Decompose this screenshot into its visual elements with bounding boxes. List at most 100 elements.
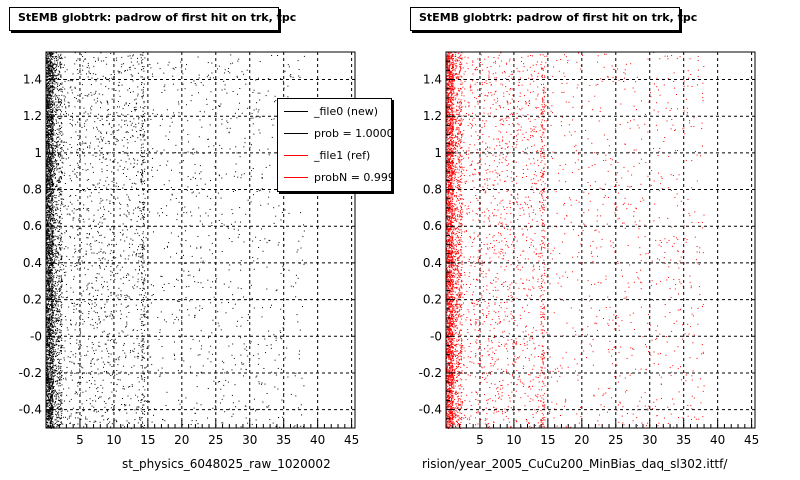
data-point <box>57 420 59 422</box>
data-point <box>118 72 120 74</box>
data-point <box>127 295 129 297</box>
data-point <box>51 381 53 383</box>
data-point <box>49 298 51 300</box>
data-point <box>81 127 83 128</box>
data-point <box>76 162 78 164</box>
data-point <box>142 394 144 396</box>
data-point <box>139 201 141 202</box>
data-point <box>56 180 58 182</box>
data-point <box>50 269 52 271</box>
data-point <box>55 255 57 257</box>
data-point <box>49 214 51 216</box>
data-point <box>98 319 100 321</box>
data-point <box>143 86 145 88</box>
data-point <box>115 57 117 59</box>
data-point <box>48 417 50 419</box>
data-point <box>129 178 131 180</box>
data-point <box>48 86 50 88</box>
data-point <box>52 220 54 222</box>
data-point <box>51 293 53 295</box>
data-point <box>49 282 51 284</box>
data-point <box>54 153 56 155</box>
data-point <box>46 393 48 395</box>
data-point <box>49 153 51 155</box>
data-point <box>49 183 51 185</box>
data-point <box>48 375 50 377</box>
data-point <box>81 403 83 405</box>
data-point <box>52 287 54 289</box>
data-point <box>110 311 112 313</box>
data-point <box>134 284 136 286</box>
data-point <box>54 295 56 297</box>
data-point <box>51 260 53 262</box>
data-point <box>53 190 55 192</box>
data-point <box>50 247 52 249</box>
data-point <box>49 182 51 184</box>
data-point <box>59 290 61 292</box>
data-point <box>46 367 48 369</box>
data-point <box>86 73 87 75</box>
data-point <box>48 415 50 417</box>
data-point <box>96 273 98 275</box>
data-point <box>71 80 73 82</box>
data-point <box>58 90 59 92</box>
data-point <box>126 153 128 155</box>
data-point <box>52 161 54 163</box>
data-point <box>135 207 136 209</box>
data-point <box>93 65 95 67</box>
data-point <box>144 180 146 182</box>
data-point <box>49 53 51 54</box>
data-point <box>49 164 51 166</box>
data-point <box>61 157 63 159</box>
data-point <box>80 311 82 313</box>
data-point <box>135 229 137 231</box>
data-point <box>51 64 53 66</box>
data-point <box>76 393 78 395</box>
data-point <box>63 175 65 176</box>
data-point <box>58 377 60 379</box>
data-point <box>46 356 48 358</box>
data-point <box>59 144 61 145</box>
data-point <box>54 260 55 262</box>
data-point <box>48 266 50 268</box>
data-point <box>112 256 114 258</box>
data-point <box>120 72 122 74</box>
data-point <box>48 129 50 131</box>
data-point <box>50 297 52 299</box>
data-point <box>75 322 77 324</box>
data-point <box>48 224 50 225</box>
data-point <box>58 73 60 75</box>
data-point <box>75 308 77 310</box>
data-point <box>53 163 55 164</box>
data-point <box>47 209 49 211</box>
data-point <box>54 235 56 237</box>
data-point <box>74 245 76 247</box>
data-point <box>46 142 48 144</box>
data-point <box>127 147 128 149</box>
data-point <box>134 356 136 358</box>
data-point <box>53 183 55 185</box>
data-point <box>89 421 91 422</box>
data-point <box>50 371 52 373</box>
data-point <box>54 262 56 264</box>
data-point <box>48 399 50 400</box>
data-point <box>49 190 51 192</box>
data-point <box>51 264 52 265</box>
data-point <box>109 397 111 399</box>
data-point <box>51 159 53 161</box>
data-point <box>48 238 50 240</box>
data-point <box>123 184 125 186</box>
data-point <box>49 194 50 196</box>
data-point <box>57 141 59 143</box>
data-point <box>86 243 88 245</box>
data-point <box>49 392 51 394</box>
data-point <box>97 387 99 389</box>
data-point <box>114 158 116 160</box>
data-point <box>56 376 58 378</box>
data-point <box>56 143 58 145</box>
data-point <box>50 227 52 229</box>
data-point <box>47 290 49 292</box>
data-point <box>46 238 48 240</box>
data-point <box>107 102 109 104</box>
data-point <box>48 308 50 310</box>
